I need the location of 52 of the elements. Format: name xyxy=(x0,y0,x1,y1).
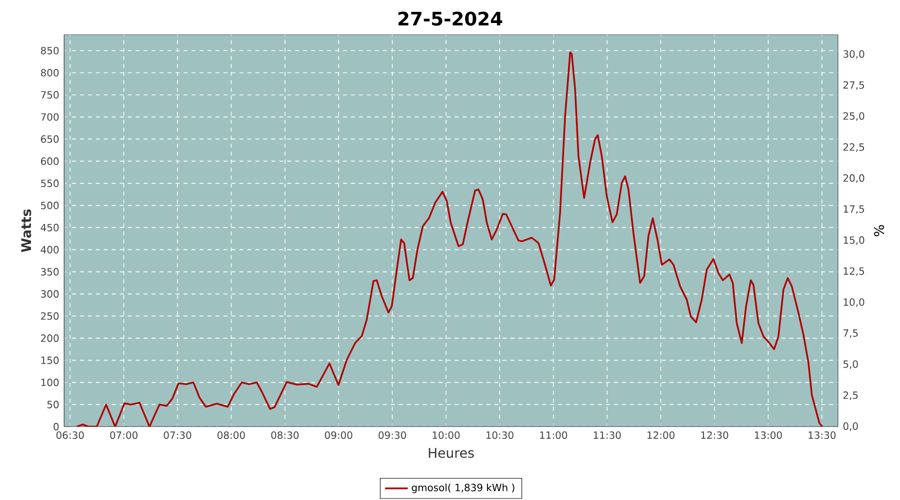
x-tick-label: 12:30 xyxy=(701,431,728,439)
y2-tick-label: 12,5 xyxy=(844,267,864,276)
line-series xyxy=(76,52,824,427)
x-tick-label: 09:00 xyxy=(324,431,352,439)
y2-tick-label: 30,0 xyxy=(843,50,864,59)
y-tick-label: 750 xyxy=(41,91,59,99)
y-tick-label: 450 xyxy=(40,224,59,232)
x-tick-label: 10:30 xyxy=(486,431,514,439)
y2-tick-label: 0,0 xyxy=(843,422,858,431)
y2-tick-label: 2,5 xyxy=(843,391,858,400)
y-tick-label: 800 xyxy=(40,68,59,76)
y-tick-label: 600 xyxy=(40,157,59,165)
x-tick-label: 07:30 xyxy=(164,431,192,439)
y2-tick-label: 10,0 xyxy=(844,298,864,307)
x-tick-label: 06:30 xyxy=(56,431,84,439)
x-axis-title: Heures xyxy=(428,448,474,458)
y-tick-label: 500 xyxy=(41,202,59,210)
y2-tick-label: 20,0 xyxy=(843,174,864,183)
y2-tick-label: 7,5 xyxy=(844,329,858,338)
y-axis-title: Watts xyxy=(21,209,32,252)
x-tick-label: 08:00 xyxy=(218,431,245,439)
y-tick-label: 400 xyxy=(40,246,59,254)
y-tick-label: 0 xyxy=(54,422,59,430)
y2-tick-label: 25,0 xyxy=(843,112,864,121)
legend-label: gmosol( 1,839 kWh ) xyxy=(412,484,514,494)
y-tick-label: 300 xyxy=(41,290,59,298)
y2-tick-label: 17,5 xyxy=(844,205,864,214)
x-tick-label: 10:00 xyxy=(432,431,460,439)
y-tick-label: 700 xyxy=(41,113,59,121)
y2-tick-label: 5,0 xyxy=(843,360,858,369)
x-tick-label: 12:00 xyxy=(648,431,674,439)
chart-title: 27-5-2024 xyxy=(398,12,502,26)
y-tick-label: 200 xyxy=(41,334,59,342)
y2-tick-label: 22,5 xyxy=(843,143,864,152)
x-tick-label: 08:30 xyxy=(271,431,299,439)
y-tick-label: 50 xyxy=(47,400,59,408)
y2-tick-label: 27,5 xyxy=(843,81,864,90)
x-tick-label: 13:30 xyxy=(808,431,836,439)
y-tick-label: 650 xyxy=(40,135,59,143)
y2-tick-label: 15,0 xyxy=(844,236,864,245)
x-tick-label: 11:00 xyxy=(540,431,568,439)
y-tick-label: 150 xyxy=(41,356,59,364)
y-tick-label: 350 xyxy=(41,268,59,276)
y-tick-label: 100 xyxy=(41,378,59,386)
y2-axis-title: % xyxy=(874,225,884,236)
x-tick-label: 11:30 xyxy=(594,431,621,439)
x-tick-label: 07:00 xyxy=(110,431,138,439)
y-tick-label: 850 xyxy=(40,46,59,54)
x-tick-label: 13:00 xyxy=(754,431,782,439)
y-tick-label: 550 xyxy=(41,180,59,188)
y-tick-label: 250 xyxy=(41,312,59,320)
x-tick-label: 09:30 xyxy=(378,431,406,439)
